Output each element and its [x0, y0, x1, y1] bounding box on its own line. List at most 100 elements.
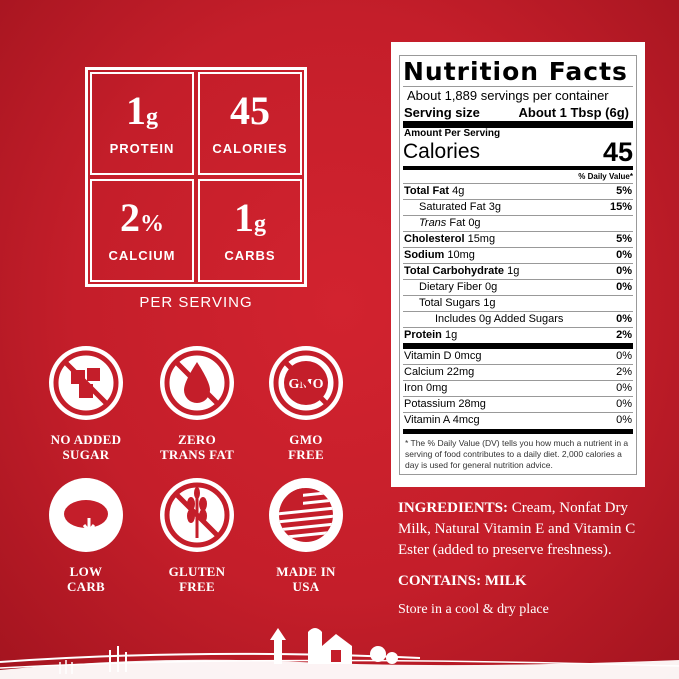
badge-line1: LOW — [69, 564, 103, 579]
allergen-statement: CONTAINS: MILK — [398, 573, 527, 589]
nutrient-name: Saturated Fat 3g — [419, 201, 501, 213]
nutrient-daily-value: 0% — [616, 281, 632, 293]
calories-label: Calories — [403, 140, 481, 163]
nutrient-daily-value: 0% — [616, 265, 632, 277]
nutrient-daily-value: 5% — [616, 233, 632, 245]
nutrient-name: Total Sugars 1g — [419, 297, 496, 309]
badge-zero-trans-fat: ZERO TRANS FAT — [142, 346, 252, 462]
nutrient-row: Total Carbohydrate 1g 0% — [403, 263, 633, 279]
nutrient-row: Total Sugars 1g — [403, 295, 633, 311]
nutrient-name: Protein 1g — [404, 329, 458, 341]
ingredients-label: INGREDIENTS: — [398, 500, 509, 516]
vitamin-row: Potassium 28mg 0% — [403, 396, 633, 412]
nutrient-row: Total Fat 4g 5% — [403, 183, 633, 199]
highlight-label: CALORIES — [212, 141, 288, 156]
highlight-protein: 1g PROTEIN — [90, 72, 194, 175]
nutrient-daily-value: 0% — [616, 313, 632, 325]
bread-down-arrow-icon — [49, 478, 123, 552]
highlight-value: 45 — [230, 88, 270, 133]
badge-line2: SUGAR — [62, 447, 110, 462]
badge-line2: FREE — [288, 447, 324, 462]
vitamin-daily-value: 0% — [616, 414, 632, 426]
nutrient-row: Cholesterol 15mg 5% — [403, 231, 633, 247]
badge-line1: GLUTEN — [168, 564, 226, 579]
highlight-value: 2 — [120, 195, 140, 240]
nutrient-daily-value: 5% — [616, 185, 632, 197]
no-sugar-cubes-icon — [49, 346, 123, 420]
highlight-unit: % — [140, 211, 164, 237]
highlight-label: CARBS — [224, 248, 276, 263]
serving-size-value: About 1 Tbsp (6g) — [518, 105, 630, 120]
storage-instructions: Store in a cool & dry place — [398, 602, 549, 617]
farm-landscape-illustration — [0, 628, 679, 679]
vitamin-row: Vitamin A 4mcg 0% — [403, 412, 633, 428]
vitamin-daily-value: 0% — [616, 382, 632, 394]
no-gmo-icon: GMO — [269, 346, 343, 420]
nutrient-daily-value: 2% — [616, 329, 632, 341]
nutrient-name: Dietary Fiber 0g — [419, 281, 498, 293]
serving-size-row: Serving size About 1 Tbsp (6g) — [403, 104, 633, 121]
servings-text: About 1,889 servings per container — [407, 88, 609, 103]
highlight-label: CALCIUM — [108, 248, 176, 263]
nutrition-title: Nutrition Facts — [403, 57, 628, 86]
badge-made-in-usa: MADE IN USA — [251, 478, 361, 594]
nutrient-name: Total Fat 4g — [404, 185, 465, 197]
amount-per-serving: Amount Per Serving — [404, 128, 501, 139]
vitamin-daily-value: 2% — [616, 366, 632, 378]
badge-no-added-sugar: NO ADDED SUGAR — [31, 346, 141, 462]
nutrient-row: Sodium 10mg 0% — [403, 247, 633, 263]
nutrition-facts-label: Nutrition Facts About 1,889 servings per… — [399, 55, 637, 475]
nutrient-row: Protein 1g 2% — [403, 327, 633, 343]
badge-line2: CARB — [66, 579, 106, 594]
nutrient-name: Includes 0g Added Sugars — [435, 313, 564, 325]
badge-line1: NO ADDED — [50, 432, 122, 447]
calories-value: 45 — [602, 137, 633, 167]
daily-value-header: % Daily Value* — [578, 172, 633, 181]
badge-gluten-free: GLUTEN FREE — [142, 478, 252, 594]
ingredients-list: Cream, Nonfat Dry Milk, Natural Vitamin … — [398, 500, 636, 558]
highlight-carbs: 1g CARBS — [198, 179, 302, 282]
no-drop-icon — [160, 346, 234, 420]
nutrient-name: Trans Fat 0g — [419, 217, 481, 229]
ingredients-text: INGREDIENTS: Cream, Nonfat Dry Milk, Nat… — [398, 498, 648, 561]
serving-size-label: Serving size — [404, 105, 480, 120]
vitamin-daily-value: 0% — [616, 350, 632, 362]
nutrient-name: Cholesterol 15mg — [404, 233, 496, 245]
nutrient-daily-value: 15% — [609, 201, 632, 213]
daily-value-footnote: * The % Daily Value (DV) tells you how m… — [405, 438, 629, 470]
nutrient-row: Trans Fat 0g — [403, 215, 633, 231]
per-serving-caption: PER SERVING — [139, 294, 253, 311]
nutrient-row: Saturated Fat 3g 15% — [403, 199, 633, 215]
badge-line2: TRANS FAT — [159, 447, 235, 462]
servings-per-container: About 1,889 servings per container — [403, 86, 633, 104]
highlight-value: 1 — [126, 88, 146, 133]
nutrient-row: Includes 0g Added Sugars 0% — [403, 311, 633, 327]
nutrition-facts-panel: Nutrition Facts About 1,889 servings per… — [391, 42, 645, 487]
highlight-label: PROTEIN — [109, 141, 175, 156]
vitamin-name: Vitamin A 4mcg — [404, 414, 480, 426]
vitamin-name: Potassium 28mg — [404, 398, 486, 410]
badge-line2: USA — [292, 579, 320, 594]
vitamin-row: Vitamin D 0mcg 0% — [403, 349, 633, 364]
vitamin-name: Calcium 22mg — [404, 366, 475, 378]
highlight-calories: 45 CALORIES — [198, 72, 302, 175]
nutrition-highlights-grid: 1g PROTEIN 45 CALORIES 2% CALCIUM 1g CARBS — [85, 67, 307, 287]
usa-flag-icon — [269, 478, 343, 552]
nutrient-name: Total Carbohydrate 1g — [404, 265, 520, 277]
nutrient-name: Sodium 10mg — [404, 249, 475, 261]
highlight-value: 1 — [234, 195, 254, 240]
ingredients-section: INGREDIENTS: Cream, Nonfat Dry Milk, Nat… — [398, 498, 648, 620]
badge-line2: FREE — [179, 579, 215, 594]
highlight-calcium: 2% CALCIUM — [90, 179, 194, 282]
nutrient-row: Dietary Fiber 0g 0% — [403, 279, 633, 295]
nutrient-daily-value: 0% — [616, 249, 632, 261]
calories-row: Calories 45 — [403, 137, 633, 167]
highlight-unit: g — [254, 211, 266, 237]
highlight-unit: g — [146, 104, 158, 130]
badge-line1: GMO — [289, 432, 323, 447]
vitamin-name: Iron 0mg — [404, 382, 448, 394]
badge-line1: MADE IN — [276, 564, 336, 579]
vitamin-row: Calcium 22mg 2% — [403, 364, 633, 380]
badge-line1: ZERO — [177, 432, 217, 447]
